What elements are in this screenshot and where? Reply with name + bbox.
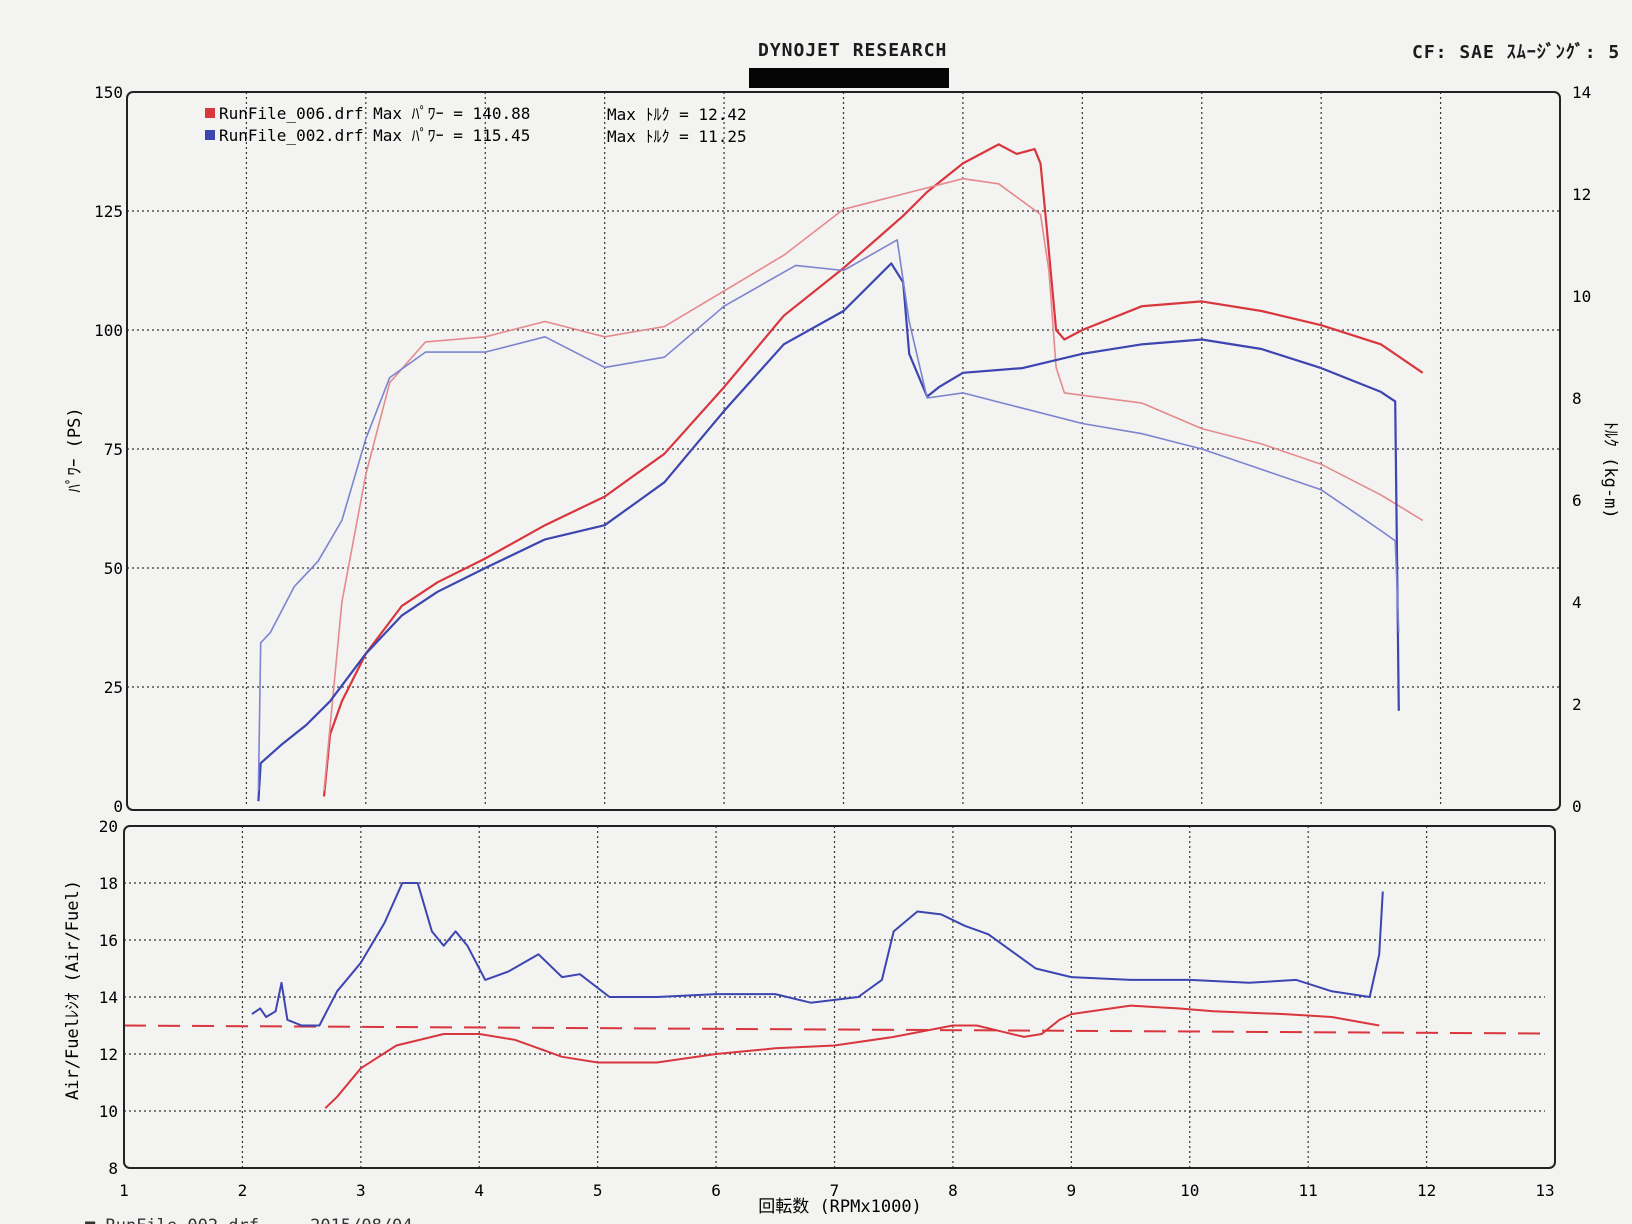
torque-axis-label: ﾄﾙｸ (kg-m) bbox=[1600, 421, 1620, 518]
afr-tick-label: 12 bbox=[99, 1045, 118, 1064]
x-tick-label: 5 bbox=[593, 1181, 603, 1200]
legend-run1-torque: Max ﾄﾙｸ = 12.42 bbox=[607, 105, 747, 124]
rpm-axis-label: 回転数 (RPMx1000) bbox=[758, 1197, 922, 1217]
chart-title: DYNOJET RESEARCH bbox=[758, 40, 948, 61]
torque-tick-label: 6 bbox=[1572, 491, 1582, 510]
afr-tick-label: 14 bbox=[99, 988, 118, 1007]
power-tick-label: 150 bbox=[94, 83, 123, 102]
afr-plot-frame bbox=[123, 825, 1556, 1169]
x-tick-label: 6 bbox=[711, 1181, 721, 1200]
afr-line-run006 bbox=[324, 1004, 1380, 1109]
x-tick-label: 12 bbox=[1417, 1181, 1436, 1200]
x-tick-label: 7 bbox=[830, 1181, 840, 1200]
torque-tick-label: 2 bbox=[1572, 695, 1582, 714]
power-tick-label: 75 bbox=[104, 440, 123, 459]
tick-labels: 1 2 3 4 5 6 7 8 9 10 11 12 1302550751001251500246810… bbox=[94, 83, 1591, 1200]
power-line-run002 bbox=[257, 262, 1400, 802]
power-plot-frame bbox=[126, 91, 1561, 811]
power-axis-label: ﾊﾟﾜｰ (PS) bbox=[65, 407, 85, 492]
afr-line-run002 bbox=[251, 882, 1384, 1027]
x-tick-label: 10 bbox=[1180, 1181, 1199, 1200]
torque-tick-label: 10 bbox=[1572, 287, 1591, 306]
torque-tick-label: 14 bbox=[1572, 83, 1591, 102]
power-tick-label: 0 bbox=[113, 797, 123, 816]
afr-tick-label: 16 bbox=[99, 931, 118, 950]
torque-tick-label: 12 bbox=[1572, 185, 1591, 204]
x-tick-label: 4 bbox=[474, 1181, 484, 1200]
x-tick-label: 11 bbox=[1299, 1181, 1318, 1200]
legend: RunFile_006.drf Max ﾊﾟﾜｰ = 140.88 Max ﾄﾙ… bbox=[205, 104, 747, 146]
power-tick-label: 100 bbox=[94, 321, 123, 340]
torque-tick-label: 4 bbox=[1572, 593, 1582, 612]
afr-tick-label: 18 bbox=[99, 874, 118, 893]
torque-line-run002 bbox=[257, 239, 1400, 791]
redacted-bar bbox=[749, 68, 949, 88]
power-grid bbox=[127, 92, 1560, 806]
series-layer bbox=[123, 143, 1546, 1109]
x-tick-label: 3 bbox=[356, 1181, 366, 1200]
afr-axis-label: Air/Fuelﾚｼｵ (Air/Fuel) bbox=[63, 880, 83, 1100]
legend-swatch-run1 bbox=[205, 108, 215, 118]
power-line-run006 bbox=[322, 143, 1424, 797]
power-tick-label: 50 bbox=[104, 559, 123, 578]
afr-tick-label: 10 bbox=[99, 1102, 118, 1121]
x-tick-label: 9 bbox=[1067, 1181, 1077, 1200]
afr-grid bbox=[124, 826, 1545, 1168]
correction-factor: CF: SAE ｽﾑｰｼﾞﾝｸﾞ: 5 bbox=[1412, 42, 1621, 63]
legend-run2-power: RunFile_002.drf Max ﾊﾟﾜｰ = 115.45 bbox=[219, 126, 530, 145]
cut-legend-footer: ■ RunFile_002.drf ... 2015/08/04 ... bbox=[85, 1216, 453, 1224]
x-tick-label: 2 bbox=[238, 1181, 248, 1200]
x-tick-label: 8 bbox=[948, 1181, 958, 1200]
legend-run1-power: RunFile_006.drf Max ﾊﾟﾜｰ = 140.88 bbox=[219, 104, 530, 123]
power-tick-label: 125 bbox=[94, 202, 123, 221]
torque-tick-label: 8 bbox=[1572, 389, 1582, 408]
legend-run2-torque: Max ﾄﾙｸ = 11.25 bbox=[607, 127, 747, 146]
x-tick-label: 13 bbox=[1535, 1181, 1554, 1200]
torque-tick-label: 0 bbox=[1572, 797, 1582, 816]
legend-swatch-run2 bbox=[205, 130, 215, 140]
torque-line-run006 bbox=[323, 177, 1424, 791]
x-tick-label: 1 bbox=[119, 1181, 129, 1200]
afr-tick-label: 20 bbox=[99, 817, 118, 836]
afr-tick-label: 8 bbox=[108, 1159, 118, 1178]
power-tick-label: 25 bbox=[104, 678, 123, 697]
